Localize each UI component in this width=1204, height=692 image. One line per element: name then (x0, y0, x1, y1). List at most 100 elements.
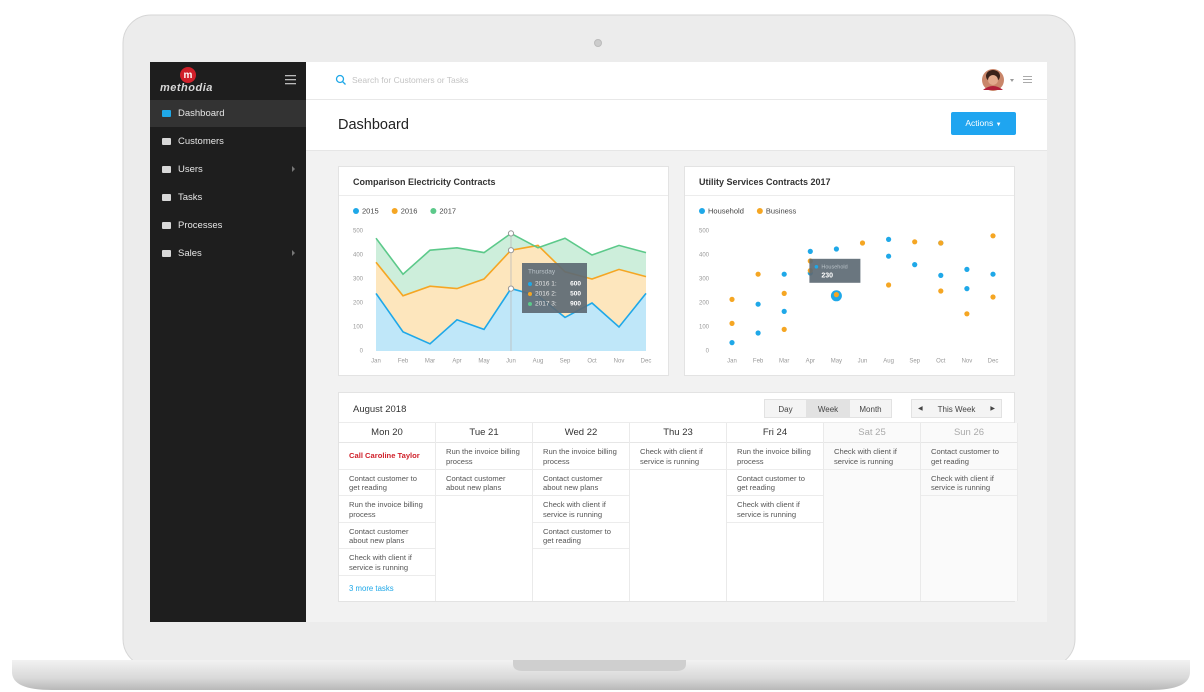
menu-icon (162, 194, 171, 201)
tooltip-title: Thursday (528, 269, 556, 276)
task[interactable]: Check with client if service is running (921, 470, 1017, 497)
chart: Household Business 0 100 200 300 400 500 Jan Feb M… (699, 206, 999, 365)
point (755, 301, 761, 307)
day-column: Tue 21 Run the invoice billing process Con… (436, 423, 533, 601)
task[interactable]: Run the invoice billing process (339, 496, 435, 523)
point (938, 240, 944, 246)
task[interactable]: Run the invoice billing process (533, 443, 629, 470)
task[interactable]: Check with client if service is running (824, 443, 920, 470)
menu-item[interactable]: Tasks (150, 184, 306, 211)
menu-label: Users (178, 164, 203, 175)
chart-title: Utility Services Contracts 2017 (699, 177, 831, 187)
menu-label: Processes (178, 220, 223, 231)
menu-label: Dashboard (178, 108, 225, 119)
x-tick-label: Aug (883, 359, 894, 365)
menu-icon (162, 138, 171, 145)
x-tick-label: Jan (727, 359, 737, 365)
user-area[interactable] (980, 68, 1040, 92)
menu-item[interactable]: Users (150, 156, 306, 183)
submenu-arrow (292, 166, 295, 172)
tooltip-label: Household (821, 264, 847, 270)
legend-label: Business (766, 206, 797, 215)
point (964, 311, 970, 317)
menu-item[interactable]: Processes (150, 212, 306, 239)
legend-marker (756, 208, 763, 214)
tooltip (809, 258, 861, 283)
point (781, 271, 787, 277)
task[interactable]: Run the invoice billing process (436, 443, 532, 470)
x-tick-label: Jun (858, 359, 868, 365)
x-tick-label: Dec (988, 359, 999, 365)
task[interactable]: Contact customer to get reading (727, 470, 823, 497)
day-column: Wed 22 Run the invoice billing process Con… (533, 423, 630, 601)
calendar: August 2018 Day Week Month ◀ This Week ▶ M… (338, 392, 1018, 602)
point (886, 236, 892, 242)
task[interactable]: Check with client if service is running (727, 496, 823, 523)
menu-label: Sales (178, 248, 202, 259)
task[interactable]: Contact customer to get reading (533, 523, 629, 550)
hamburger[interactable] (285, 75, 297, 85)
next-arrow[interactable]: ▶ (990, 406, 995, 412)
menu-icon (162, 222, 171, 229)
tooltip-marker (528, 282, 532, 286)
y-tick-label: 300 (699, 277, 710, 283)
day-header: Sat 25 (824, 423, 920, 443)
day-header: Mon 20 (339, 423, 435, 443)
point (859, 240, 866, 246)
task[interactable]: Check with client if service is running (533, 496, 629, 523)
legend-marker (699, 208, 705, 214)
point (833, 246, 839, 252)
point (886, 282, 892, 288)
legend-label: 2015 (362, 206, 379, 215)
task[interactable]: Contact customer about new plans (533, 470, 629, 497)
menu-item[interactable]: Sales (150, 240, 306, 267)
separator (339, 422, 1014, 423)
menu-item[interactable]: Customers (150, 128, 306, 155)
y-tick-label: 100 (699, 325, 710, 331)
point (781, 290, 787, 296)
view-button[interactable]: Week (806, 399, 850, 418)
point (990, 233, 996, 239)
view-button[interactable]: Month (849, 399, 892, 418)
camera (594, 39, 602, 47)
point (964, 266, 970, 272)
menu-item[interactable]: Dashboard (150, 100, 306, 127)
x-tick-label: Feb (398, 359, 409, 365)
prev-arrow[interactable]: ◀ (918, 406, 923, 412)
actions-label[interactable]: Actions (965, 118, 994, 128)
task[interactable]: Contact customer to get reading (921, 443, 1017, 470)
x-tick-label: Oct (587, 359, 597, 365)
page-header (306, 100, 1047, 151)
task[interactable]: Check with client if service is running (630, 443, 726, 470)
task[interactable]: Contact customer about new plans (339, 523, 435, 550)
laptop-base (12, 660, 1190, 690)
point (833, 292, 839, 298)
legend-marker (391, 208, 398, 214)
tooltip (522, 263, 587, 313)
view-button[interactable]: Day (764, 399, 807, 418)
page-title: Dashboard (338, 117, 409, 133)
menu-icon (162, 166, 171, 173)
task[interactable]: Call Caroline Taylor (339, 443, 435, 470)
task[interactable]: Contact customer about new plans (436, 470, 532, 497)
task[interactable]: Check with client if service is running (339, 549, 435, 576)
task[interactable]: Run the invoice billing process (727, 443, 823, 470)
nav-label: This Week (937, 405, 976, 414)
x-tick-label: Sep (560, 359, 571, 365)
day-header: Wed 22 (533, 423, 629, 443)
search-input[interactable]: Search for Customers or Tasks (352, 75, 469, 85)
more-link[interactable]: 3 more tasks (349, 583, 394, 593)
point (912, 239, 918, 245)
task[interactable]: Contact customer to get reading (339, 470, 435, 497)
point (781, 326, 787, 332)
actions-button[interactable]: Actions ▼ (951, 112, 1016, 135)
chart-card: Utility Services Contracts 2017 Househol… (684, 166, 1015, 376)
point (912, 262, 918, 268)
x-tick-label: Nov (962, 359, 973, 365)
submenu-arrow (292, 250, 295, 256)
x-tick-label: May (478, 359, 489, 365)
point (807, 248, 813, 254)
point (755, 330, 761, 336)
x-tick-label: Jun (506, 359, 516, 365)
